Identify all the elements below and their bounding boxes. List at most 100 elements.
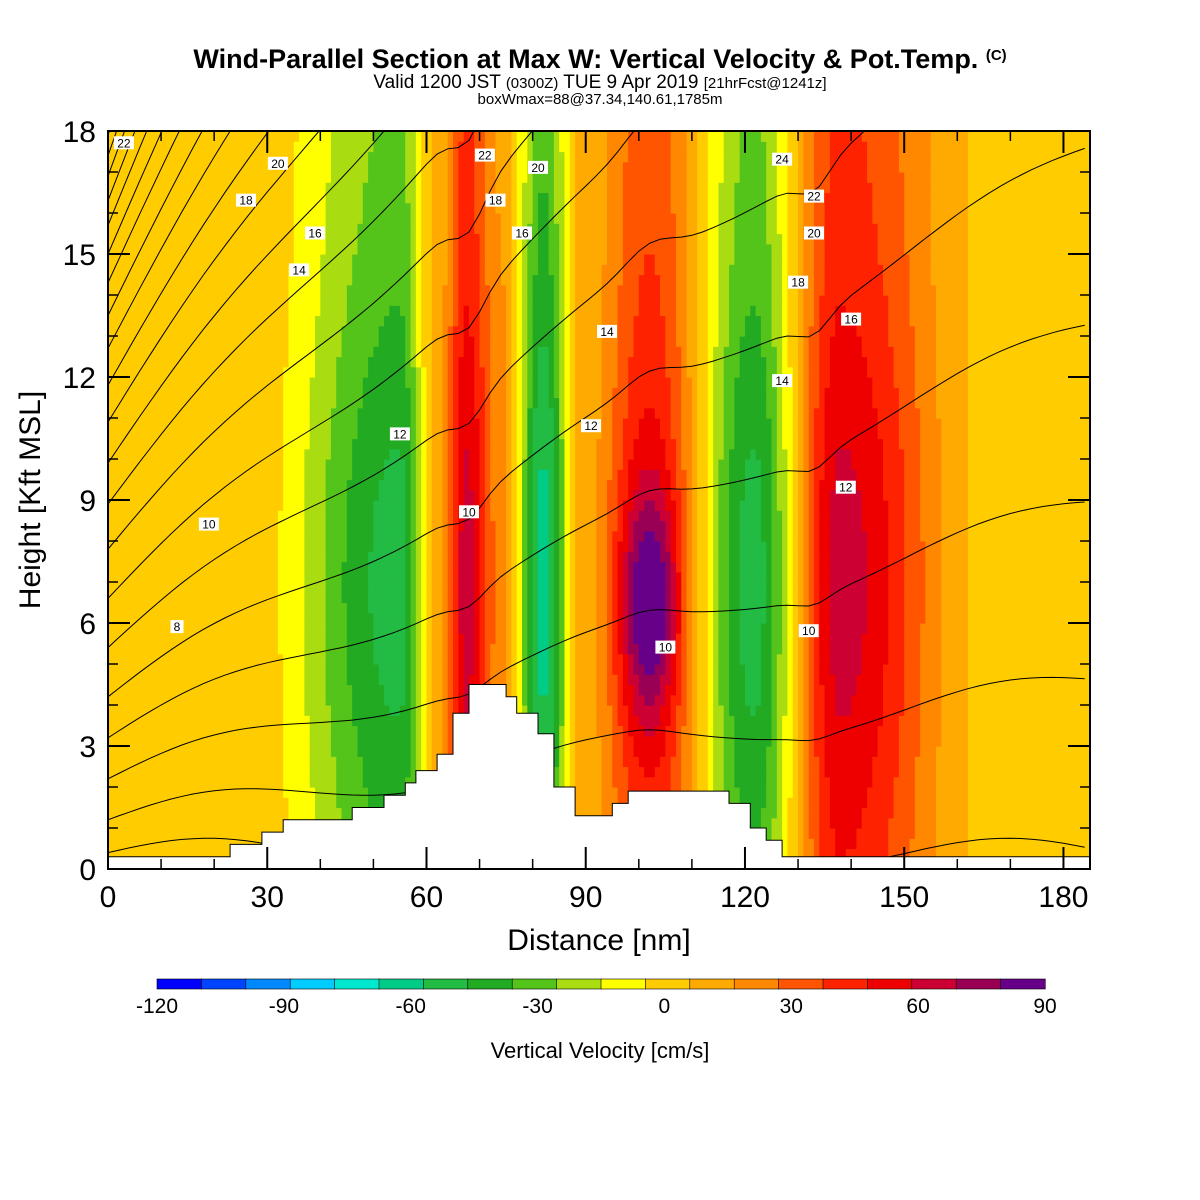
- w-cell: [330, 305, 337, 317]
- w-cell: [384, 541, 390, 552]
- w-cell: [362, 571, 369, 583]
- w-cell: [373, 459, 380, 470]
- w-cell: [389, 284, 396, 296]
- w-cell: [150, 582, 157, 593]
- w-cell: [315, 131, 321, 142]
- w-cell: [198, 284, 205, 296]
- w-cell: [399, 551, 406, 563]
- w-cell: [224, 407, 231, 419]
- w-cell: [171, 828, 178, 839]
- w-cell: [415, 346, 422, 358]
- w-cell: [155, 397, 162, 409]
- w-cell: [410, 623, 417, 634]
- w-cell: [129, 592, 136, 604]
- w-cell: [145, 817, 152, 829]
- w-cell: [283, 746, 290, 757]
- w-cell: [357, 459, 364, 470]
- w-cell: [341, 520, 348, 532]
- w-cell: [463, 387, 470, 399]
- w-cell: [468, 561, 475, 573]
- w-cell: [192, 551, 199, 563]
- w-cell: [468, 325, 475, 337]
- w-cell: [182, 582, 189, 593]
- w-cell: [171, 561, 178, 573]
- w-cell: [272, 223, 279, 235]
- w-cell: [214, 653, 221, 665]
- w-cell: [123, 838, 130, 850]
- w-cell: [134, 551, 141, 563]
- w-cell: [389, 356, 396, 368]
- w-cell: [108, 489, 114, 501]
- w-cell: [373, 182, 380, 194]
- w-cell: [203, 274, 210, 286]
- w-cell: [352, 151, 359, 163]
- w-cell: [145, 213, 152, 224]
- w-cell: [192, 295, 199, 306]
- w-cell: [134, 817, 141, 829]
- w-cell: [155, 254, 162, 265]
- w-cell: [320, 264, 327, 276]
- w-cell: [150, 551, 157, 563]
- w-cell: [394, 479, 401, 491]
- w-cell: [256, 223, 263, 235]
- w-cell: [309, 377, 316, 388]
- w-cell: [177, 776, 183, 788]
- w-cell: [208, 295, 215, 306]
- w-cell: [182, 254, 189, 265]
- w-cell: [394, 592, 401, 604]
- w-cell: [118, 561, 125, 573]
- w-cell: [261, 469, 268, 481]
- w-cell: [113, 407, 120, 419]
- w-cell: [336, 233, 343, 245]
- w-cell: [468, 602, 475, 614]
- w-cell: [161, 828, 167, 839]
- w-cell: [463, 612, 470, 624]
- w-cell: [139, 561, 146, 573]
- w-cell: [224, 725, 231, 737]
- w-cell: [368, 161, 375, 173]
- w-cell: [309, 274, 316, 286]
- w-cell: [283, 469, 290, 481]
- w-cell: [315, 643, 321, 655]
- w-cell: [230, 428, 236, 440]
- w-cell: [166, 643, 173, 655]
- w-cell: [288, 315, 295, 327]
- w-cell: [267, 582, 274, 593]
- w-cell: [261, 151, 268, 163]
- w-cell: [203, 653, 210, 665]
- w-cell: [155, 448, 162, 460]
- w-cell: [325, 735, 332, 747]
- w-cell: [272, 377, 279, 388]
- w-cell: [113, 653, 120, 665]
- w-cell: [208, 397, 215, 409]
- w-cell: [139, 530, 146, 542]
- w-cell: [134, 530, 141, 542]
- w-cell: [378, 315, 385, 327]
- w-cell: [198, 407, 205, 419]
- w-cell: [150, 315, 157, 327]
- w-cell: [421, 643, 428, 655]
- w-cell: [145, 161, 152, 173]
- w-cell: [251, 336, 258, 347]
- w-cell: [394, 397, 401, 409]
- w-cell: [458, 469, 465, 481]
- w-cell: [161, 428, 167, 440]
- w-cell: [415, 459, 422, 470]
- w-cell: [293, 694, 300, 706]
- w-cell: [299, 254, 305, 265]
- w-cell: [171, 756, 178, 768]
- w-cell: [288, 530, 295, 542]
- w-cell: [129, 664, 136, 675]
- w-cell: [150, 264, 157, 276]
- w-cell: [399, 633, 406, 645]
- w-cell: [421, 274, 428, 286]
- w-cell: [171, 592, 178, 604]
- w-cell: [415, 264, 422, 276]
- w-cell: [315, 807, 321, 819]
- w-cell: [182, 797, 189, 809]
- w-cell: [129, 223, 136, 235]
- w-cell: [368, 787, 375, 798]
- w-cell: [224, 500, 231, 511]
- w-cell: [155, 295, 162, 306]
- w-cell: [256, 715, 263, 727]
